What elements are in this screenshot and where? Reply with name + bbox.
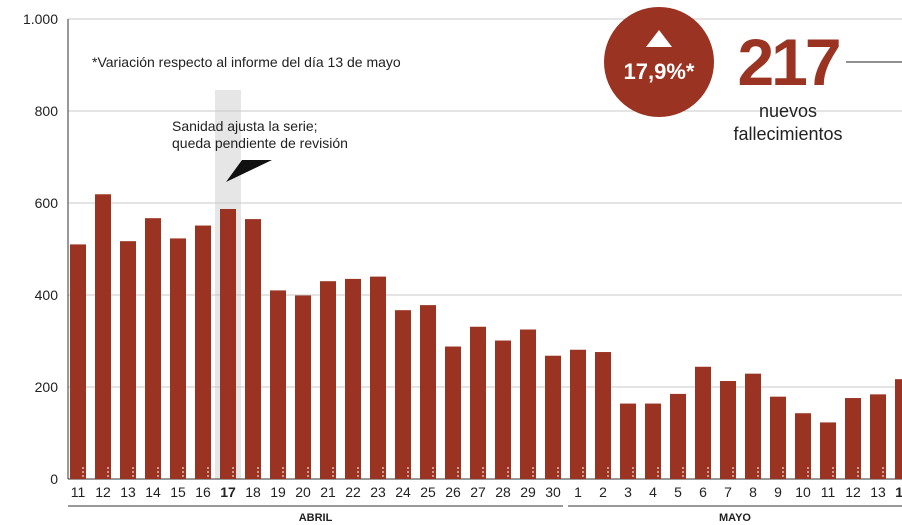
x-tick-label: 27 (470, 484, 486, 500)
month-label: MAYO (719, 512, 751, 524)
x-tick-label: 5 (674, 484, 682, 500)
bar-2 (595, 352, 611, 479)
bar-11 (820, 422, 836, 479)
variation-badge: 17,9%* (604, 7, 714, 117)
bar-4 (645, 403, 661, 479)
x-tick-label: 29 (520, 484, 536, 500)
y-tick-label: 400 (35, 287, 59, 303)
badge-circle (604, 7, 714, 117)
bar-12 (845, 398, 861, 479)
triangle-up-icon (646, 30, 672, 47)
x-tick-label: 19 (270, 484, 286, 500)
x-tick-label: 10 (795, 484, 811, 500)
bar-18 (245, 219, 261, 479)
annotation-line-2: queda pendiente de revisión (172, 135, 348, 151)
month-axis: ABRIL MAYO (68, 505, 902, 524)
x-tick-label: 12 (845, 484, 861, 500)
bar-7 (720, 381, 736, 479)
x-tick-label: 3 (624, 484, 632, 500)
x-tick-label: 17 (220, 484, 236, 500)
x-tick-label: 4 (649, 484, 657, 500)
y-tick-label: 800 (35, 103, 59, 119)
x-tick-label: 13 (870, 484, 886, 500)
headline-line-2: fallecimientos (733, 124, 842, 144)
bar-28 (495, 340, 511, 479)
bar-14 (145, 218, 161, 479)
bar-22 (345, 278, 361, 479)
bar-10 (795, 413, 811, 479)
bar-26 (445, 346, 461, 479)
bar-11 (70, 244, 86, 479)
bar-14 (895, 379, 902, 479)
bar-3 (620, 403, 636, 479)
bar-25 (420, 305, 436, 479)
x-axis-ticks: 11 12 13 14 15 16 17 18 19 20 21 22 23 24 25 26 27 28 29 30… (71, 484, 902, 500)
x-tick-label: 18 (245, 484, 261, 500)
bar-15 (170, 238, 186, 479)
bar-13 (120, 241, 136, 479)
x-tick-label: 30 (545, 484, 561, 500)
x-tick-label: 21 (320, 484, 336, 500)
bar-1 (570, 349, 586, 479)
x-tick-label: 14 (145, 484, 161, 500)
x-tick-label: 8 (749, 484, 757, 500)
y-tick-label: 600 (35, 195, 59, 211)
x-tick-label: 26 (445, 484, 461, 500)
x-tick-label: 20 (295, 484, 311, 500)
bar-29 (520, 329, 536, 479)
bar-20 (295, 295, 311, 479)
badge-value: 17,9%* (624, 59, 695, 84)
bar-24 (395, 310, 411, 479)
headline: 217 nuevos fallecimientos (733, 25, 902, 144)
x-tick-label: 25 (420, 484, 436, 500)
bar-23 (370, 276, 386, 479)
x-tick-label: 11 (71, 484, 86, 500)
annotation-line-1: Sanidad ajusta la serie; (172, 118, 318, 134)
headline-number: 217 (737, 25, 838, 99)
bar-16 (195, 225, 211, 479)
x-tick-label: 1 (574, 484, 582, 500)
x-tick-label: 16 (195, 484, 211, 500)
month-label: ABRIL (299, 512, 333, 524)
x-tick-label: 28 (495, 484, 511, 500)
bar-9 (770, 396, 786, 479)
bar-19 (270, 290, 286, 479)
headline-line-1: nuevos (759, 101, 817, 121)
x-tick-label: 15 (170, 484, 186, 500)
x-tick-label: 6 (699, 484, 707, 500)
bar-27 (470, 326, 486, 479)
x-tick-label: 2 (599, 484, 607, 500)
bar-12 (95, 194, 111, 479)
x-tick-label: 12 (95, 484, 111, 500)
bar-21 (320, 281, 336, 479)
bar-5 (670, 393, 686, 479)
bar-layer (70, 194, 902, 480)
x-tick-label: 9 (774, 484, 782, 500)
x-tick-label: 22 (345, 484, 361, 500)
x-tick-label: 7 (724, 484, 732, 500)
bar-8 (745, 373, 761, 479)
y-tick-label: 200 (35, 379, 59, 395)
y-tick-label: 0 (50, 471, 58, 487)
bar-13 (870, 394, 886, 479)
x-tick-label: 24 (395, 484, 411, 500)
y-tick-label: 1.000 (23, 11, 58, 27)
bar-6 (695, 366, 711, 479)
annotation-pointer (226, 160, 272, 182)
x-tick-label: 13 (120, 484, 136, 500)
x-tick-label: 11 (821, 484, 836, 500)
variation-note: *Variación respecto al informe del día 1… (92, 54, 401, 70)
x-tick-label: 23 (370, 484, 386, 500)
bar-17 (220, 208, 236, 480)
x-tick-label: 14 (895, 484, 902, 500)
bar-30 (545, 355, 561, 479)
